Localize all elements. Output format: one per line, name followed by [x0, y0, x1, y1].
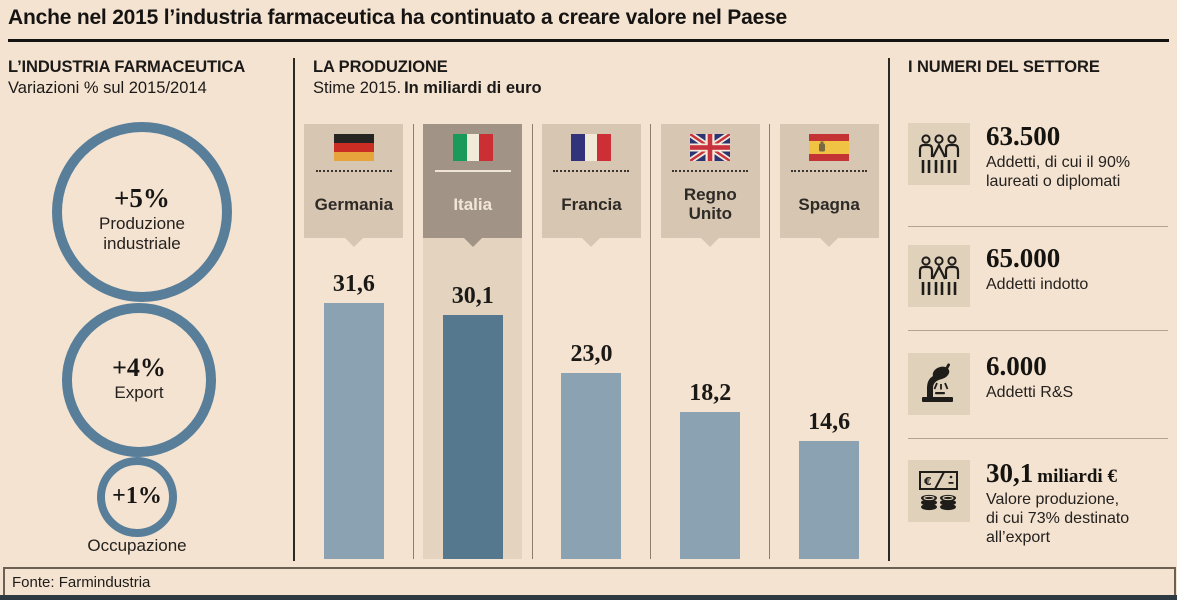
source-label: Fonte: Farmindustria — [12, 574, 151, 591]
country-card: Francia — [541, 124, 641, 238]
country-label: Germania — [314, 194, 394, 214]
circle-value: +5% — [114, 183, 170, 213]
left-panel-title: L’INDUSTRIA FARMACEUTICA — [8, 58, 246, 76]
sector-description-line: Addetti indotto — [986, 276, 1089, 293]
sector-description: Valore produzione, di cui 73% destinato al… — [986, 490, 1129, 548]
sector-separator — [908, 226, 1168, 227]
sector-title: I NUMERI DEL SETTORE — [908, 58, 1100, 76]
footer: Fonte: Farmindustria — [3, 567, 1176, 596]
country-card: Italia — [423, 124, 523, 238]
panel-divider — [293, 58, 295, 561]
money-icon: € — [908, 460, 970, 522]
flag-italy-icon — [452, 134, 493, 161]
circle-occupation: +1% — [37, 482, 237, 511]
card-pointer-icon — [820, 238, 839, 247]
people-icon — [908, 245, 970, 307]
flag-uk-icon — [690, 134, 731, 161]
left-panel-subtitle: Variazioni % sul 2015/2014 — [8, 79, 207, 97]
sector-number-suffix: miliardi € — [1037, 466, 1117, 487]
sector-description-line: di cui 73% destinato — [986, 510, 1130, 528]
flag-france-icon — [571, 134, 612, 161]
variation-circles — [52, 122, 232, 537]
card-divider — [672, 170, 749, 172]
industry-variations-panel: L’INDUSTRIA FARMACEUTICA Variazioni % su… — [0, 0, 293, 600]
sector-separator — [908, 438, 1168, 439]
production-subtitle-regular: Stime 2015. — [313, 79, 402, 97]
sector-number: 30,1 miliardi € — [986, 458, 1117, 488]
sector-description-line: Valore produzione, — [986, 491, 1120, 508]
page-title: Anche nel 2015 l’industria farmaceutica … — [8, 6, 788, 29]
production-subtitle-bold: In miliardi di euro — [404, 79, 542, 97]
bar-value-label: 18,2 — [689, 380, 732, 406]
title-rule — [8, 39, 1169, 42]
production-bar-chart: Germania 31,6 Italia 30,1 Francia 23,0 — [295, 124, 888, 559]
country-label: Italia — [453, 194, 493, 214]
chart-column: Italia 30,1 — [412, 124, 532, 559]
panel-divider — [888, 58, 890, 561]
bar-value-label: 30,1 — [451, 283, 494, 309]
bar — [442, 315, 503, 559]
circle-value: +4% — [112, 353, 166, 382]
country-card: Regno Unito — [660, 124, 760, 238]
flag-germany-icon — [333, 134, 374, 161]
card-pointer-icon — [701, 238, 720, 247]
chart-column: Regno Unito 18,2 — [650, 124, 769, 559]
sector-description-line: all’export — [986, 529, 1051, 547]
sector-description-line: Addetti, di cui il 90% — [986, 154, 1131, 171]
country-card: Spagna — [779, 124, 879, 238]
sector-item: € 30,1 miliardi € Valore produzione, di cu… — [908, 460, 1129, 548]
sector-numbers-panel: I NUMERI DEL SETTORE 63.500 Addetti, di … — [908, 0, 1170, 600]
card-divider — [315, 170, 392, 172]
bar — [323, 303, 384, 559]
circle-production-industrial: +5% Produzione industriale — [42, 182, 242, 254]
chart-column: Francia 23,0 — [531, 124, 651, 559]
country-card: Germania — [304, 124, 404, 238]
production-subtitle: Stime 2015. In miliardi di euro — [313, 79, 542, 98]
bar-value-label: 23,0 — [570, 341, 613, 367]
card-divider — [553, 170, 630, 172]
chart-column: Spagna 14,6 — [769, 124, 888, 559]
bar — [799, 441, 860, 559]
sector-description-line: Addetti R&S — [986, 384, 1074, 401]
bar-value-label: 14,6 — [808, 409, 851, 435]
bar — [680, 412, 741, 559]
bar — [561, 373, 622, 559]
sector-description: Addetti R&S — [986, 383, 1073, 402]
sector-number: 6.000 — [986, 351, 1047, 381]
circle-value: +1% — [112, 483, 162, 509]
sector-separator — [908, 330, 1168, 331]
flag-spain-icon — [809, 134, 850, 161]
country-label: Regno Unito — [683, 185, 737, 223]
production-title: LA PRODUZIONE — [313, 58, 448, 76]
sector-item: 63.500 Addetti, di cui il 90% laureati o … — [908, 123, 1130, 191]
occupation-label: Occupazione — [87, 536, 187, 555]
country-label: Spagna — [798, 194, 860, 214]
microscope-icon — [908, 353, 970, 415]
card-divider — [791, 170, 868, 172]
circle-export: +4% Export — [39, 352, 239, 403]
card-pointer-icon — [344, 238, 363, 247]
sector-item: 65.000 Addetti indotto — [908, 245, 1088, 307]
bottom-border-bar — [0, 595, 1177, 600]
sector-number: 63.500 — [986, 121, 1061, 151]
country-label: Francia — [561, 194, 622, 214]
bar-value-label: 31,6 — [332, 271, 375, 297]
circle-label: Produzione — [98, 214, 185, 234]
people-icon — [908, 123, 970, 185]
sector-description-line: laureati o diplomati — [986, 173, 1121, 191]
chart-column: Germania 31,6 — [295, 124, 413, 559]
circle-label: Export — [114, 383, 164, 403]
card-divider — [434, 170, 511, 172]
sector-item: 6.000 Addetti R&S — [908, 353, 1073, 415]
card-pointer-icon — [582, 238, 601, 247]
sector-description: Addetti, di cui il 90% laureati o diploma… — [986, 153, 1130, 191]
sector-description: Addetti indotto — [986, 275, 1088, 294]
sector-number: 65.000 — [986, 243, 1061, 273]
circle-label: industriale — [103, 234, 181, 254]
svg-text:€: € — [923, 475, 932, 488]
card-pointer-icon — [463, 238, 482, 247]
